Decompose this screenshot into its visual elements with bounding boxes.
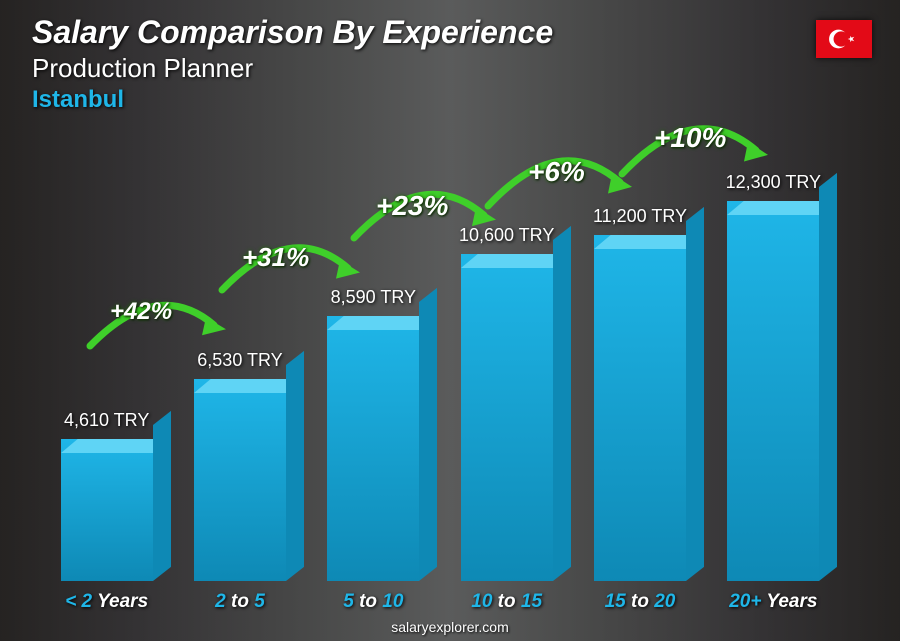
x-axis-label: 2 to 5 xyxy=(173,591,306,613)
x-axis: < 2 Years2 to 55 to 1010 to 1515 to 2020… xyxy=(40,591,840,613)
bar-value-label: 6,530 TRY xyxy=(197,350,282,371)
bar xyxy=(594,235,686,581)
x-axis-label: 5 to 10 xyxy=(307,591,440,613)
bar-column: 11,200 TRY xyxy=(573,150,706,581)
bar-column: 10,600 TRY xyxy=(440,150,573,581)
bar xyxy=(727,201,819,581)
flag-icon xyxy=(816,20,872,58)
increase-label: +42% xyxy=(110,298,172,326)
increase-label: +6% xyxy=(528,156,585,188)
increase-label: +23% xyxy=(376,190,448,222)
header: Salary Comparison By Experience Producti… xyxy=(32,14,553,114)
chart-location: Istanbul xyxy=(32,86,553,114)
bar xyxy=(61,439,153,581)
bar-column: 12,300 TRY xyxy=(707,150,840,581)
bar-value-label: 8,590 TRY xyxy=(331,287,416,308)
x-axis-label: 20+ Years xyxy=(707,591,840,613)
increase-label: +10% xyxy=(654,122,726,154)
bar-column: 6,530 TRY xyxy=(173,150,306,581)
bar-value-label: 12,300 TRY xyxy=(726,172,821,193)
bar-column: 4,610 TRY xyxy=(40,150,173,581)
chart-subtitle: Production Planner xyxy=(32,53,553,84)
chart-title: Salary Comparison By Experience xyxy=(32,14,553,51)
footer-credit: salaryexplorer.com xyxy=(0,619,900,635)
bar xyxy=(327,316,419,581)
bar-value-label: 11,200 TRY xyxy=(593,206,687,227)
x-axis-label: < 2 Years xyxy=(40,591,173,613)
x-axis-label: 15 to 20 xyxy=(573,591,706,613)
bar xyxy=(194,379,286,581)
bar-value-label: 4,610 TRY xyxy=(64,410,149,431)
bar-value-label: 10,600 TRY xyxy=(459,225,554,246)
bar xyxy=(461,254,553,581)
x-axis-label: 10 to 15 xyxy=(440,591,573,613)
increase-label: +31% xyxy=(242,242,309,273)
